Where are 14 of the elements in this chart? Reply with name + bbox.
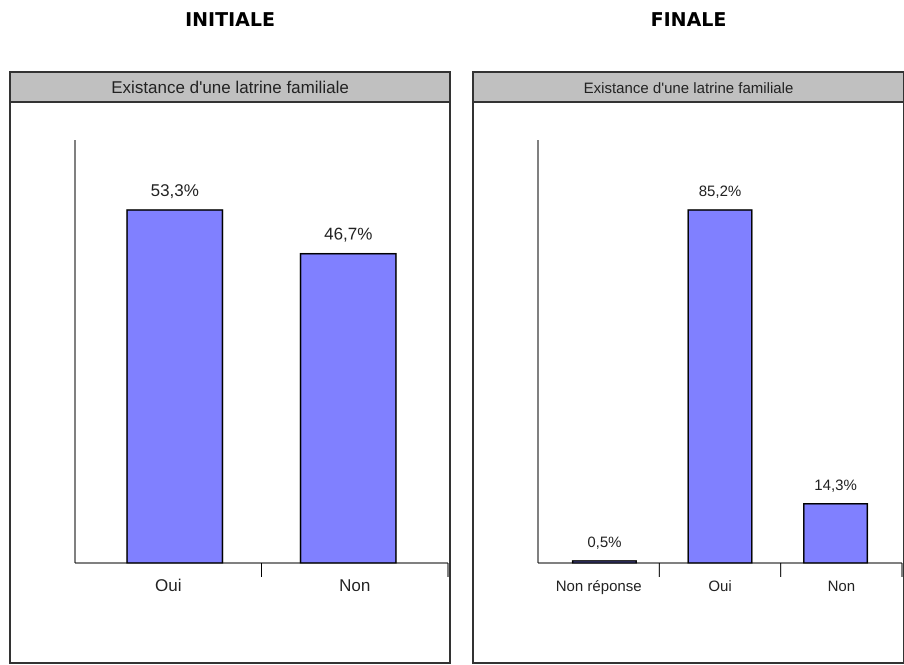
x-tick-label: Non [339,576,370,595]
data-label: 46,7% [324,224,372,244]
chart-title: FINALE [650,9,726,31]
data-label: 0,5% [587,534,622,551]
data-label: 85,2% [698,183,742,200]
data-label: 53,3% [150,181,199,200]
x-tick-label: Oui [708,578,732,595]
chart-subtitle: Existance d'une latrine familiale [584,80,794,97]
chart-subtitle: Existance d'une latrine familiale [111,78,349,97]
x-tick-label: Non [828,578,856,595]
chart-title: INITIALE [185,9,275,31]
data-label: 14,3% [814,476,857,494]
x-tick-label: Non réponse [556,578,642,595]
x-tick-label: Oui [155,576,182,595]
